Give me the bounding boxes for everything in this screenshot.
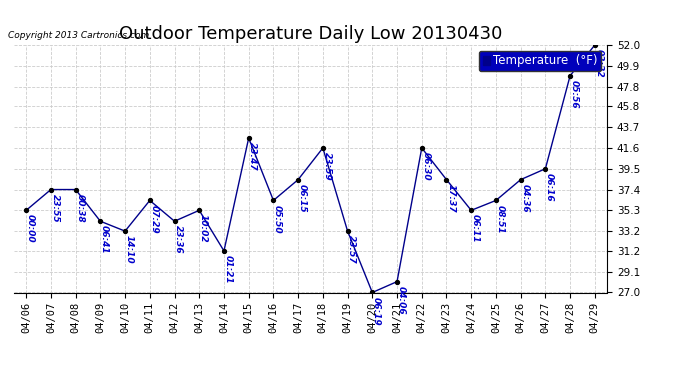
Text: 23:57: 23:57 xyxy=(347,235,356,264)
Text: 23:36: 23:36 xyxy=(174,225,183,254)
Text: 05:50: 05:50 xyxy=(273,205,282,233)
Point xyxy=(515,177,526,183)
Point xyxy=(293,177,304,183)
Point xyxy=(367,290,378,296)
Point xyxy=(169,218,180,224)
Legend: Temperature  (°F): Temperature (°F) xyxy=(479,51,601,71)
Point xyxy=(243,135,254,141)
Point xyxy=(416,145,427,151)
Text: 06:30: 06:30 xyxy=(422,152,431,181)
Text: 23:59: 23:59 xyxy=(322,152,331,181)
Text: 23:55: 23:55 xyxy=(50,194,59,222)
Text: 06:15: 06:15 xyxy=(298,184,307,212)
Text: 04:36: 04:36 xyxy=(520,184,529,212)
Text: 08:51: 08:51 xyxy=(495,205,504,233)
Text: 07:29: 07:29 xyxy=(150,205,159,233)
Text: 06:16: 06:16 xyxy=(545,173,554,201)
Point xyxy=(194,207,205,213)
Title: Outdoor Temperature Daily Low 20130430: Outdoor Temperature Daily Low 20130430 xyxy=(119,26,502,44)
Text: 00:00: 00:00 xyxy=(26,214,34,243)
Point xyxy=(589,42,600,48)
Text: 06:11: 06:11 xyxy=(471,214,480,243)
Point xyxy=(21,207,32,213)
Point xyxy=(317,145,328,151)
Point xyxy=(119,228,130,234)
Point xyxy=(268,197,279,203)
Point xyxy=(70,186,81,192)
Text: 17:37: 17:37 xyxy=(446,184,455,212)
Text: 05:56: 05:56 xyxy=(570,80,579,108)
Text: 06:19: 06:19 xyxy=(372,297,381,325)
Point xyxy=(46,186,57,192)
Point xyxy=(564,73,575,79)
Text: 23:47: 23:47 xyxy=(248,142,257,171)
Point xyxy=(491,197,502,203)
Point xyxy=(466,207,477,213)
Text: 10:02: 10:02 xyxy=(199,214,208,243)
Text: 01:21: 01:21 xyxy=(224,255,233,284)
Text: 00:38: 00:38 xyxy=(75,194,84,222)
Point xyxy=(441,177,452,183)
Point xyxy=(95,218,106,224)
Point xyxy=(540,166,551,172)
Point xyxy=(391,279,402,285)
Point xyxy=(144,197,155,203)
Text: 03:32: 03:32 xyxy=(595,49,604,78)
Text: Copyright 2013 Cartronics.com: Copyright 2013 Cartronics.com xyxy=(8,31,149,40)
Text: 04:06: 04:06 xyxy=(397,286,406,314)
Text: 14:10: 14:10 xyxy=(125,235,134,264)
Point xyxy=(219,248,230,254)
Text: 06:41: 06:41 xyxy=(100,225,109,254)
Point xyxy=(342,228,353,234)
